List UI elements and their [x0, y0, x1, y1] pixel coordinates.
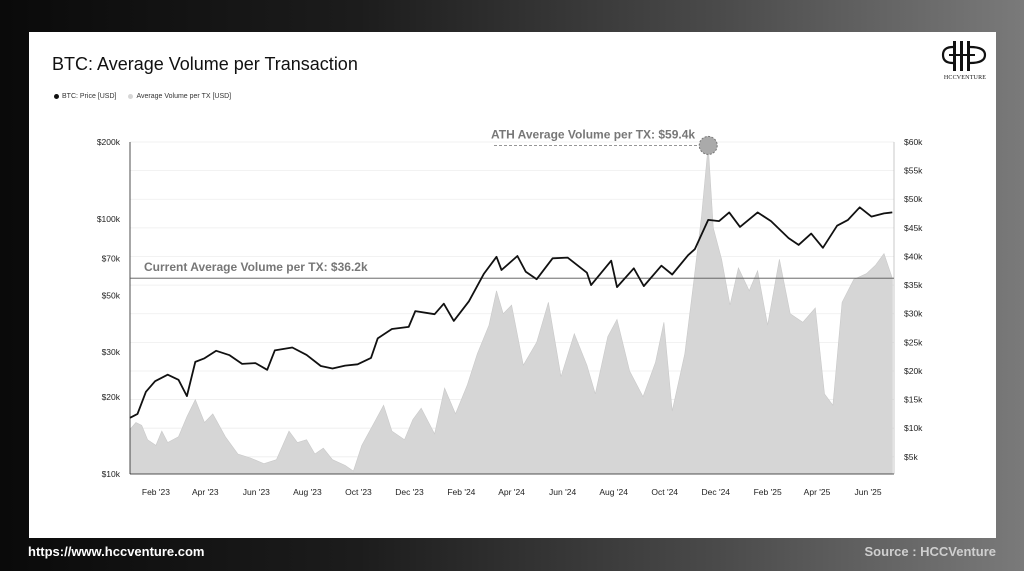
- ath-label: ATH Average Volume per TX: $59.4k: [491, 127, 695, 141]
- y-right-tick-label: $35k: [904, 280, 923, 290]
- y-left-tick-label: $10k: [102, 469, 121, 479]
- y-left-tick-label: $100k: [97, 214, 121, 224]
- x-tick-label: Apr '23: [192, 487, 219, 497]
- y-right-tick-label: $40k: [904, 251, 923, 261]
- y-left-tick-label: $20k: [102, 392, 121, 402]
- website-link[interactable]: https://www.hccventure.com: [28, 544, 205, 559]
- x-tick-label: Feb '25: [754, 487, 782, 497]
- x-tick-label: Jun '25: [854, 487, 881, 497]
- x-tick-label: Oct '23: [345, 487, 372, 497]
- y-right-tick-label: $5k: [904, 452, 918, 462]
- x-tick-label: Apr '25: [804, 487, 831, 497]
- logo-text: HCCVENTURE: [943, 75, 987, 81]
- y-right-tick-label: $60k: [904, 137, 923, 147]
- x-tick-label: Aug '23: [293, 487, 322, 497]
- x-tick-label: Feb '23: [142, 487, 170, 497]
- y-left-tick-label: $200k: [97, 137, 121, 147]
- y-right-tick-label: $15k: [904, 395, 923, 405]
- y-left-tick-label: $70k: [102, 253, 121, 263]
- logo-mark-icon: [941, 41, 987, 71]
- legend-item-price[interactable]: BTC: Price [USD]: [54, 93, 116, 100]
- x-tick-label: Dec '23: [395, 487, 424, 497]
- y-right-tick-label: $45k: [904, 223, 923, 233]
- ath-marker: [698, 135, 718, 155]
- chart-legend: BTC: Price [USD] Average Volume per TX […: [54, 93, 231, 100]
- y-right-tick-label: $25k: [904, 337, 923, 347]
- legend-item-volume[interactable]: Average Volume per TX [USD]: [128, 93, 231, 100]
- chart-title: BTC: Average Volume per Transaction: [52, 54, 358, 74]
- y-right-tick-label: $55k: [904, 166, 923, 176]
- x-tick-label: Feb '24: [447, 487, 475, 497]
- y-left-tick-label: $30k: [102, 347, 121, 357]
- current-avg-label: Current Average Volume per TX: $36.2k: [144, 260, 368, 274]
- y-right-tick-label: $30k: [904, 309, 923, 319]
- x-tick-label: Jun '23: [243, 487, 270, 497]
- x-tick-label: Dec '24: [701, 487, 730, 497]
- volume-area: [129, 145, 893, 475]
- brand-logo: HCCVENTURE: [939, 39, 991, 85]
- legend-label-volume: Average Volume per TX [USD]: [136, 93, 232, 100]
- price-line: [129, 206, 893, 419]
- x-tick-label: Apr '24: [498, 487, 525, 497]
- chart-plot: Current Average Volume per TX: $36.2k ATH…: [97, 127, 923, 497]
- legend-swatch-price: [54, 94, 59, 99]
- y-right-tick-label: $50k: [904, 194, 923, 204]
- chart-card: BTC: Average Volume per Transaction BTC:…: [29, 32, 996, 538]
- x-tick-label: Aug '24: [599, 487, 628, 497]
- legend-label-price: BTC: Price [USD]: [62, 93, 117, 100]
- y-right-tick-label: $10k: [904, 423, 923, 433]
- y-right-tick-label: $20k: [904, 366, 923, 376]
- source-credit: Source : HCCVenture: [864, 544, 996, 559]
- legend-swatch-volume: [128, 94, 134, 99]
- y-left-tick-label: $50k: [102, 291, 121, 301]
- x-tick-label: Oct '24: [651, 487, 678, 497]
- x-tick-label: Jun '24: [549, 487, 576, 497]
